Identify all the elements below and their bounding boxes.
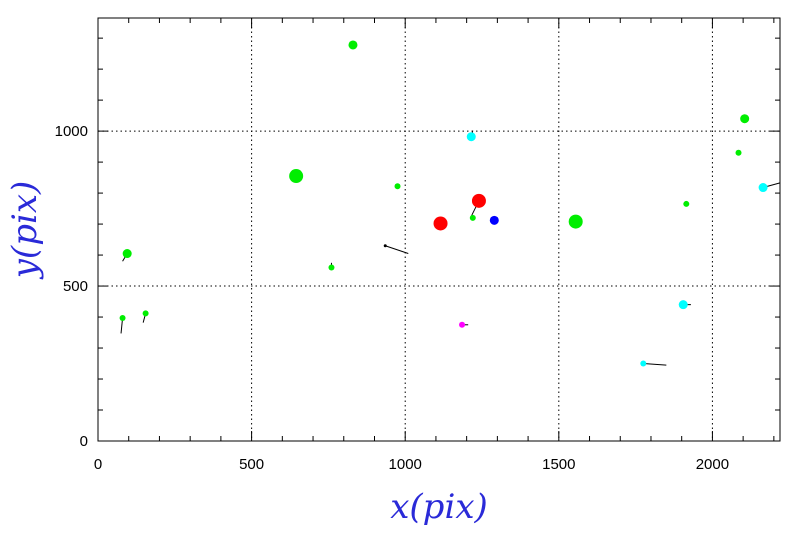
data-point: [469, 214, 476, 221]
plot-frame: [97, 17, 781, 442]
motion-vector: [385, 245, 409, 254]
data-point: [640, 360, 647, 367]
x-axis-title: x(pix): [390, 487, 488, 527]
y-tick-label: 1000: [55, 123, 88, 140]
x-tick-label: 1000: [389, 456, 422, 473]
motion-vectors: [120, 130, 781, 366]
data-point: [678, 300, 688, 310]
x-tick-label: 2000: [696, 456, 729, 473]
data-point: [471, 193, 486, 208]
data-point: [289, 169, 304, 184]
data-point: [466, 132, 476, 142]
data-point: [119, 314, 126, 321]
data-point: [489, 215, 499, 225]
data-point: [740, 114, 750, 124]
data-point: [122, 249, 132, 259]
data-point: [735, 149, 742, 156]
tick-labels: 0 500 1000 1500 2000 0 500 1000: [55, 123, 729, 473]
data-points: [119, 40, 768, 367]
x-tick-label: 0: [94, 456, 102, 473]
data-point: [433, 216, 448, 231]
data-point: [758, 183, 768, 193]
y-tick-label: 0: [80, 433, 88, 450]
data-point: [568, 214, 583, 229]
y-tick-label: 500: [63, 278, 88, 295]
y-axis-title: y(pix): [5, 181, 45, 281]
data-point: [348, 40, 358, 50]
data-point: [683, 200, 690, 207]
x-tick-label: 1500: [542, 456, 575, 473]
data-point: [383, 244, 387, 248]
data-point: [459, 321, 466, 328]
minor-ticks: [98, 18, 780, 441]
data-point: [142, 310, 149, 317]
grid-lines: [98, 18, 780, 441]
x-tick-label: 500: [239, 456, 264, 473]
data-point: [394, 183, 401, 190]
data-point: [328, 264, 335, 271]
motion-vector: [643, 363, 667, 366]
